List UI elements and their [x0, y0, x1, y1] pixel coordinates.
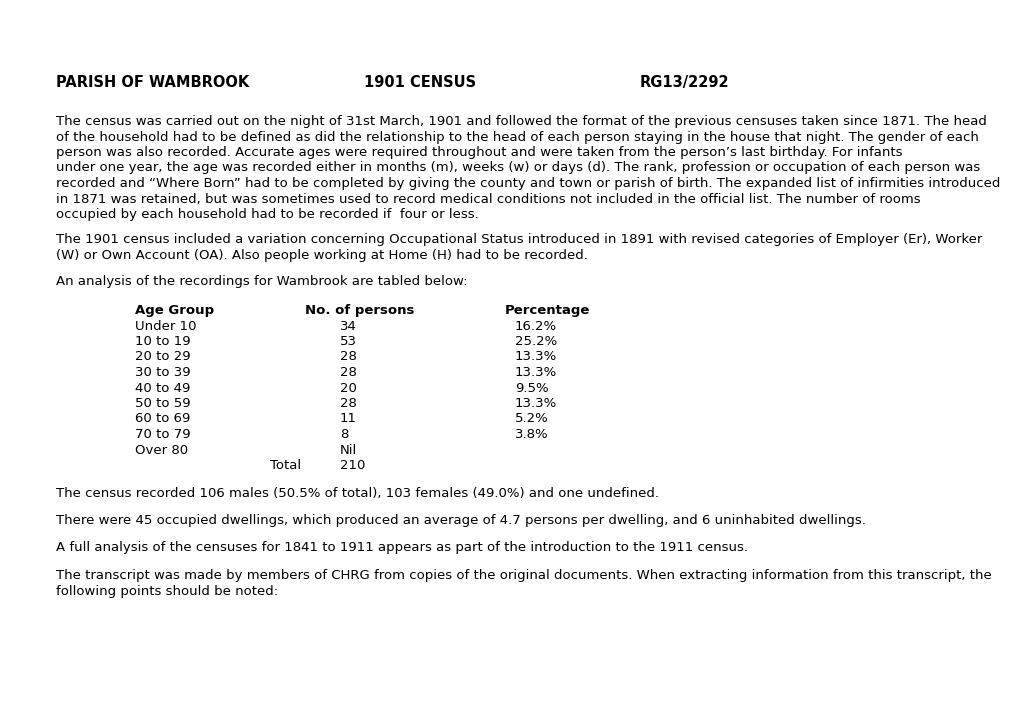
Text: 25.2%: 25.2%	[515, 335, 556, 348]
Text: No. of persons: No. of persons	[305, 304, 414, 317]
Text: Over 80: Over 80	[135, 444, 187, 456]
Text: RG13/2292: RG13/2292	[639, 75, 729, 90]
Text: Under 10: Under 10	[135, 320, 197, 333]
Text: 10 to 19: 10 to 19	[135, 335, 191, 348]
Text: (W) or Own Account (OA). Also people working at Home (H) had to be recorded.: (W) or Own Account (OA). Also people wor…	[56, 249, 587, 262]
Text: 34: 34	[339, 320, 357, 333]
Text: 16.2%: 16.2%	[515, 320, 556, 333]
Text: 13.3%: 13.3%	[515, 397, 556, 410]
Text: 53: 53	[339, 335, 357, 348]
Text: 30 to 39: 30 to 39	[135, 366, 191, 379]
Text: in 1871 was retained, but was sometimes used to record medical conditions not in: in 1871 was retained, but was sometimes …	[56, 192, 920, 205]
Text: 50 to 59: 50 to 59	[135, 397, 191, 410]
Text: 8: 8	[339, 428, 348, 441]
Text: 28: 28	[339, 366, 357, 379]
Text: The transcript was made by members of CHRG from copies of the original documents: The transcript was made by members of CH…	[56, 569, 990, 582]
Text: following points should be noted:: following points should be noted:	[56, 585, 278, 598]
Text: Total: Total	[270, 459, 301, 472]
Text: 3.8%: 3.8%	[515, 428, 548, 441]
Text: 210: 210	[339, 459, 365, 472]
Text: 20: 20	[339, 382, 357, 395]
Text: PARISH OF WAMBROOK: PARISH OF WAMBROOK	[56, 75, 249, 90]
Text: 13.3%: 13.3%	[515, 366, 556, 379]
Text: 28: 28	[339, 397, 357, 410]
Text: under one year, the age was recorded either in months (m), weeks (w) or days (d): under one year, the age was recorded eit…	[56, 161, 979, 174]
Text: recorded and “Where Born” had to be completed by giving the county and town or p: recorded and “Where Born” had to be comp…	[56, 177, 1000, 190]
Text: A full analysis of the censuses for 1841 to 1911 appears as part of the introduc: A full analysis of the censuses for 1841…	[56, 541, 747, 554]
Text: 13.3%: 13.3%	[515, 351, 556, 364]
Text: 9.5%: 9.5%	[515, 382, 548, 395]
Text: Age Group: Age Group	[135, 304, 214, 317]
Text: Percentage: Percentage	[504, 304, 590, 317]
Text: 60 to 69: 60 to 69	[135, 413, 191, 426]
Text: 70 to 79: 70 to 79	[135, 428, 191, 441]
Text: of the household had to be defined as did the relationship to the head of each p: of the household had to be defined as di…	[56, 130, 978, 143]
Text: person was also recorded. Accurate ages were required throughout and were taken : person was also recorded. Accurate ages …	[56, 146, 902, 159]
Text: occupied by each household had to be recorded if  four or less.: occupied by each household had to be rec…	[56, 208, 478, 221]
Text: 11: 11	[339, 413, 357, 426]
Text: 40 to 49: 40 to 49	[135, 382, 191, 395]
Text: The 1901 census included a variation concerning Occupational Status introduced i: The 1901 census included a variation con…	[56, 233, 981, 246]
Text: 20 to 29: 20 to 29	[135, 351, 191, 364]
Text: The census recorded 106 males (50.5% of total), 103 females (49.0%) and one unde: The census recorded 106 males (50.5% of …	[56, 487, 658, 500]
Text: The census was carried out on the night of 31st March, 1901 and followed the for: The census was carried out on the night …	[56, 115, 986, 128]
Text: There were 45 occupied dwellings, which produced an average of 4.7 persons per d: There were 45 occupied dwellings, which …	[56, 514, 865, 527]
Text: 28: 28	[339, 351, 357, 364]
Text: 5.2%: 5.2%	[515, 413, 548, 426]
Text: An analysis of the recordings for Wambrook are tabled below:: An analysis of the recordings for Wambro…	[56, 274, 467, 287]
Text: 1901 CENSUS: 1901 CENSUS	[364, 75, 476, 90]
Text: Nil: Nil	[339, 444, 357, 456]
